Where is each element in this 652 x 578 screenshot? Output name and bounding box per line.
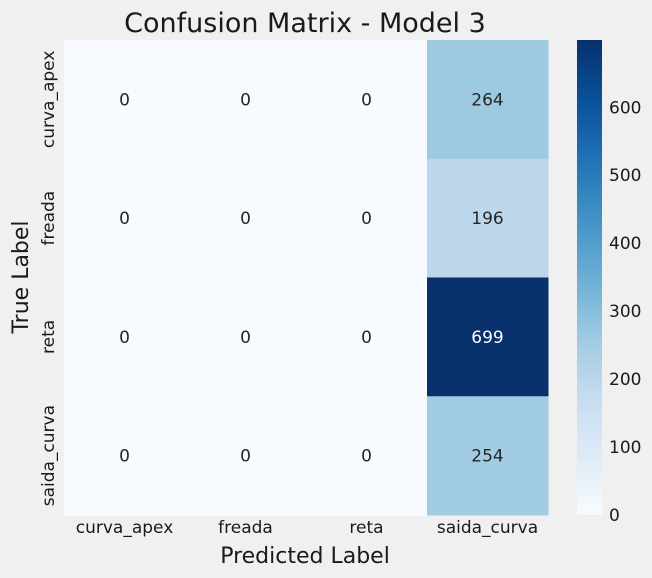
heatmap-cell (306, 277, 428, 397)
colorbar-tick-label: 200 (609, 370, 641, 390)
heatmap-cell (64, 277, 186, 397)
heatmap-cell (64, 158, 186, 278)
cell-value-label: 196 (471, 209, 503, 229)
heatmap-cell (427, 158, 549, 278)
cell-value-label: 0 (240, 328, 251, 348)
heatmap-cell (185, 277, 307, 397)
colorbar-tick-label: 100 (609, 438, 641, 458)
heatmap-cell (427, 277, 549, 397)
cell-value-label: 264 (471, 90, 503, 110)
cell-value-label: 0 (119, 209, 130, 229)
x-tick-label: reta (349, 518, 383, 538)
colorbar-tick-label: 300 (609, 302, 641, 322)
x-tick-label: curva_apex (76, 518, 174, 538)
cell-value-label: 254 (471, 447, 503, 467)
y-axis-label: True Label (9, 220, 34, 334)
cell-value-label: 0 (361, 90, 372, 110)
x-tick-label: freada (218, 518, 273, 538)
heatmap-cell (306, 40, 428, 160)
colorbar-tick-label: 400 (609, 234, 641, 254)
cell-value-label: 0 (240, 447, 251, 467)
colorbar-tick-label: 500 (609, 166, 641, 186)
heatmap-cell (185, 158, 307, 278)
x-axis-label: Predicted Label (220, 544, 390, 569)
heatmap-cell (427, 40, 549, 160)
y-tick-label: saida_curva (39, 405, 59, 506)
heatmap-cell (306, 396, 428, 516)
colorbar-tick-label: 0 (609, 506, 620, 526)
cell-value-label: 0 (361, 447, 372, 467)
heatmap-cell (185, 396, 307, 516)
x-tick-label: saida_curva (437, 518, 538, 538)
chart-title: Confusion Matrix - Model 3 (124, 8, 486, 39)
cell-value-label: 699 (471, 328, 503, 348)
cell-value-label: 0 (361, 209, 372, 229)
colorbar-tick-label: 600 (609, 98, 641, 118)
cell-value-label: 0 (119, 447, 130, 467)
cell-value-label: 0 (240, 90, 251, 110)
heatmap-cell (306, 158, 428, 278)
colorbar-tick-labels: 0 100 200 300 400 500 600 (609, 98, 641, 526)
y-tick-label: curva_apex (39, 51, 59, 149)
heatmap-cell (64, 396, 186, 516)
heatmap-cell (64, 40, 186, 160)
heatmap-cell-labels: 0 0 0 264 0 0 0 196 0 0 0 699 0 0 0 254 (119, 90, 504, 466)
heatmap-cell (185, 40, 307, 160)
cell-value-label: 0 (361, 328, 372, 348)
x-axis-tick-labels: curva_apex freada reta saida_curva (76, 518, 538, 538)
cell-value-label: 0 (119, 328, 130, 348)
cell-value-label: 0 (240, 209, 251, 229)
colorbar (577, 40, 602, 515)
heatmap-cells (64, 40, 549, 516)
y-tick-label: reta (39, 320, 59, 354)
y-tick-label: freada (39, 191, 59, 246)
cell-value-label: 0 (119, 90, 130, 110)
heatmap-cell (427, 396, 549, 516)
